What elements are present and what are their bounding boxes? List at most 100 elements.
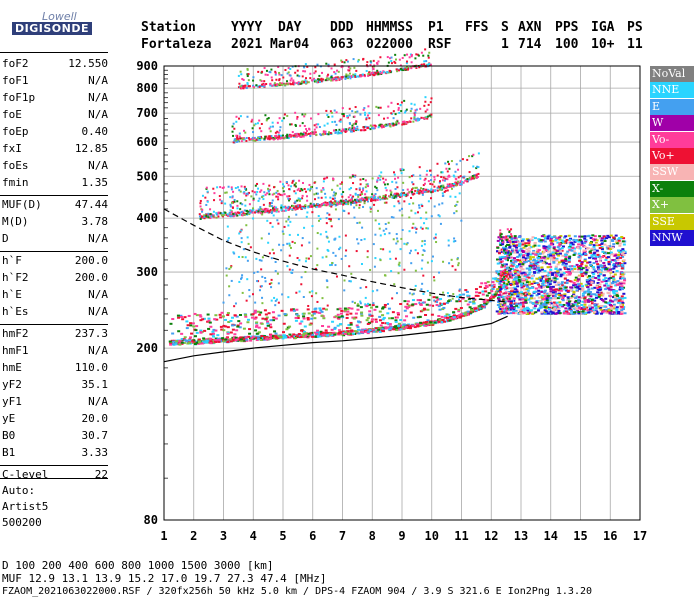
echo-point xyxy=(286,336,290,339)
echo-point xyxy=(199,205,202,208)
echo-point xyxy=(193,335,197,338)
echo-point xyxy=(377,73,380,76)
echo-point xyxy=(416,117,419,120)
echo-point xyxy=(348,75,351,78)
echo-point xyxy=(418,204,421,207)
echo-point xyxy=(362,126,365,129)
echo-point xyxy=(251,293,254,296)
echo-point xyxy=(360,74,363,77)
echo-point xyxy=(408,176,411,179)
echo-point xyxy=(578,267,582,270)
echo-point xyxy=(590,254,594,257)
echo-point xyxy=(215,212,218,215)
echo-point xyxy=(277,131,280,134)
echo-point xyxy=(606,279,610,282)
echo-point xyxy=(525,306,529,309)
echo-point xyxy=(411,293,414,296)
echo-point xyxy=(379,175,382,178)
echo-point xyxy=(297,334,301,337)
param-row-d: D N/A xyxy=(2,232,108,249)
echo-point xyxy=(430,313,434,316)
echo-point xyxy=(367,73,370,76)
echo-point xyxy=(410,175,413,178)
echo-point xyxy=(356,303,359,306)
echo-point xyxy=(464,300,468,303)
echo-point xyxy=(592,293,596,296)
echo-point xyxy=(495,270,499,273)
echo-point xyxy=(364,330,368,333)
echo-point xyxy=(399,318,403,321)
echo-point xyxy=(393,196,396,199)
echo-point xyxy=(513,286,517,289)
echo-point xyxy=(447,313,451,316)
echo-point xyxy=(508,296,512,299)
echo-point xyxy=(389,325,393,328)
echo-point xyxy=(506,279,510,282)
echo-point xyxy=(245,224,248,227)
echo-point xyxy=(291,308,295,311)
echo-point xyxy=(541,262,545,265)
echo-point xyxy=(464,178,467,181)
echo-point xyxy=(330,328,334,331)
echo-point xyxy=(346,310,350,313)
echo-point xyxy=(409,311,413,314)
echo-point xyxy=(515,244,519,247)
echo-point xyxy=(298,82,301,85)
echo-point xyxy=(393,171,396,174)
param-name: MUF(D) xyxy=(2,198,42,211)
echo-point xyxy=(430,113,433,116)
echo-point xyxy=(325,203,328,206)
echo-point xyxy=(292,135,295,138)
echo-point xyxy=(337,130,340,133)
echo-point xyxy=(396,324,400,327)
echo-point xyxy=(527,310,531,313)
echo-point xyxy=(245,338,249,341)
echo-point xyxy=(287,71,290,74)
echo-point xyxy=(288,333,292,336)
echo-point xyxy=(454,307,458,310)
echo-point xyxy=(236,339,240,342)
echo-point xyxy=(292,205,295,208)
echo-point xyxy=(336,313,340,316)
echo-point xyxy=(407,323,411,326)
echo-point xyxy=(340,181,343,184)
echo-point xyxy=(528,287,532,290)
echo-point xyxy=(364,179,367,182)
echo-point xyxy=(536,271,540,274)
echo-point xyxy=(294,192,297,195)
echo-point xyxy=(367,197,370,200)
echo-point xyxy=(287,224,290,227)
echo-point xyxy=(251,313,255,316)
echo-point xyxy=(458,289,461,292)
echo-point xyxy=(364,113,367,116)
echo-point xyxy=(419,321,423,324)
echo-point xyxy=(215,318,219,321)
echo-point xyxy=(244,84,247,87)
echo-point xyxy=(331,79,334,82)
echo-point xyxy=(395,242,398,245)
echo-point xyxy=(454,240,457,243)
echo-point xyxy=(429,321,433,324)
echo-point xyxy=(287,205,290,208)
echo-point xyxy=(267,189,270,192)
echo-point xyxy=(544,245,548,248)
echo-point xyxy=(344,76,347,79)
echo-point xyxy=(591,234,595,237)
echo-point xyxy=(348,122,351,125)
echo-point xyxy=(373,64,376,67)
echo-point xyxy=(339,120,342,123)
echo-point xyxy=(258,136,261,139)
echo-point xyxy=(346,330,350,333)
echo-point xyxy=(615,297,619,300)
echo-point xyxy=(436,298,440,301)
echo-point xyxy=(256,182,259,185)
echo-point xyxy=(603,237,607,240)
echo-point xyxy=(310,333,314,336)
echo-point xyxy=(406,68,409,71)
echo-point xyxy=(581,287,585,290)
echo-point xyxy=(315,267,318,270)
echo-point xyxy=(201,208,204,211)
param-name: yF2 xyxy=(2,378,22,391)
echo-point xyxy=(419,303,423,306)
echo-point xyxy=(588,277,592,280)
